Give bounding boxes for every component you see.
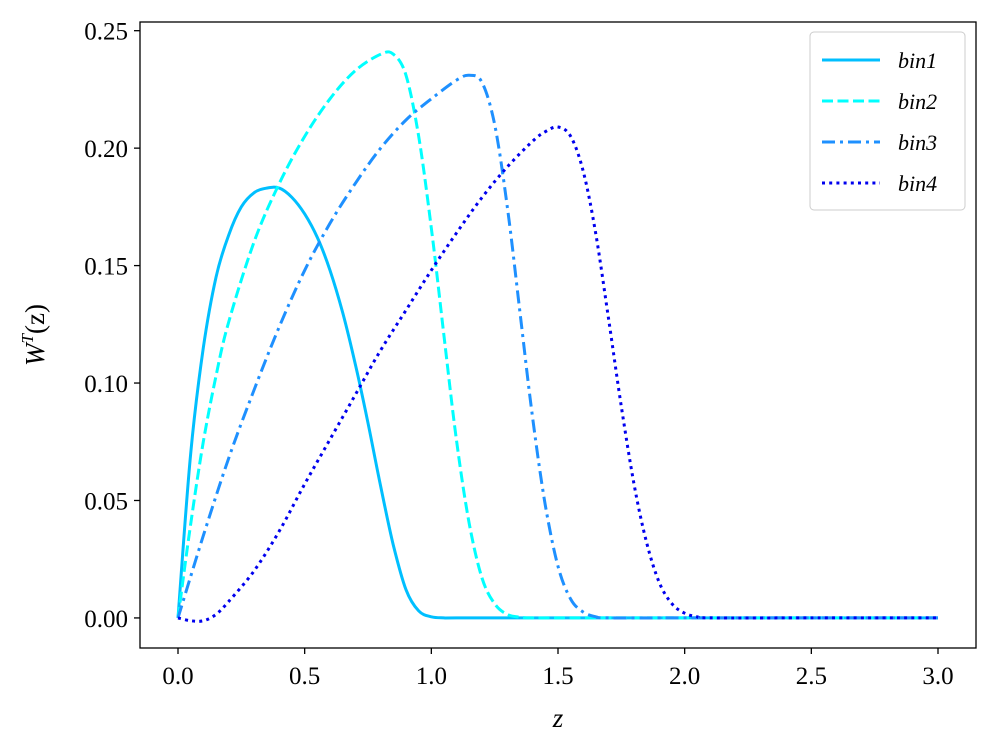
y-tick-label: 0.10 xyxy=(84,371,128,398)
y-tick-label: 0.05 xyxy=(84,488,128,515)
x-tick-label: 3.0 xyxy=(922,663,953,690)
x-tick-label: 0.0 xyxy=(162,663,193,690)
legend-label-bin4: bin4 xyxy=(898,171,937,196)
y-axis-label: WT(z) xyxy=(18,304,50,366)
y-tick-label: 0.00 xyxy=(84,606,128,633)
y-tick-label: 0.20 xyxy=(84,136,128,163)
series-line-bin2 xyxy=(176,50,938,620)
x-tick-label: 2.5 xyxy=(796,663,827,690)
legend-label-bin1: bin1 xyxy=(898,48,937,73)
x-tick-label: 0.5 xyxy=(289,663,320,690)
legend-label-bin3: bin3 xyxy=(898,130,937,155)
legend: bin1 bin2 bin3 bin4 xyxy=(809,31,966,211)
legend-label-bin2: bin2 xyxy=(898,89,937,114)
x-tick-label: 2.0 xyxy=(669,663,700,690)
plot-content xyxy=(176,50,938,623)
legend-box xyxy=(809,31,966,211)
y-tick-label: 0.15 xyxy=(84,254,128,281)
series-line-bin4 xyxy=(177,125,938,623)
axis-ticks: 0.0 0.5 1.0 1.5 2.0 2.5 3.0 0.00 0.05 0.10 0.15 0.2… xyxy=(84,19,953,690)
x-tick-label: 1.5 xyxy=(542,663,573,690)
y-tick-label: 0.25 xyxy=(84,19,128,46)
x-tick-label: 1.0 xyxy=(416,663,447,690)
x-axis-label: z xyxy=(552,703,564,733)
series-line-bin1 xyxy=(176,185,938,620)
series-line-bin3 xyxy=(176,73,938,620)
plot-frame xyxy=(139,21,977,649)
